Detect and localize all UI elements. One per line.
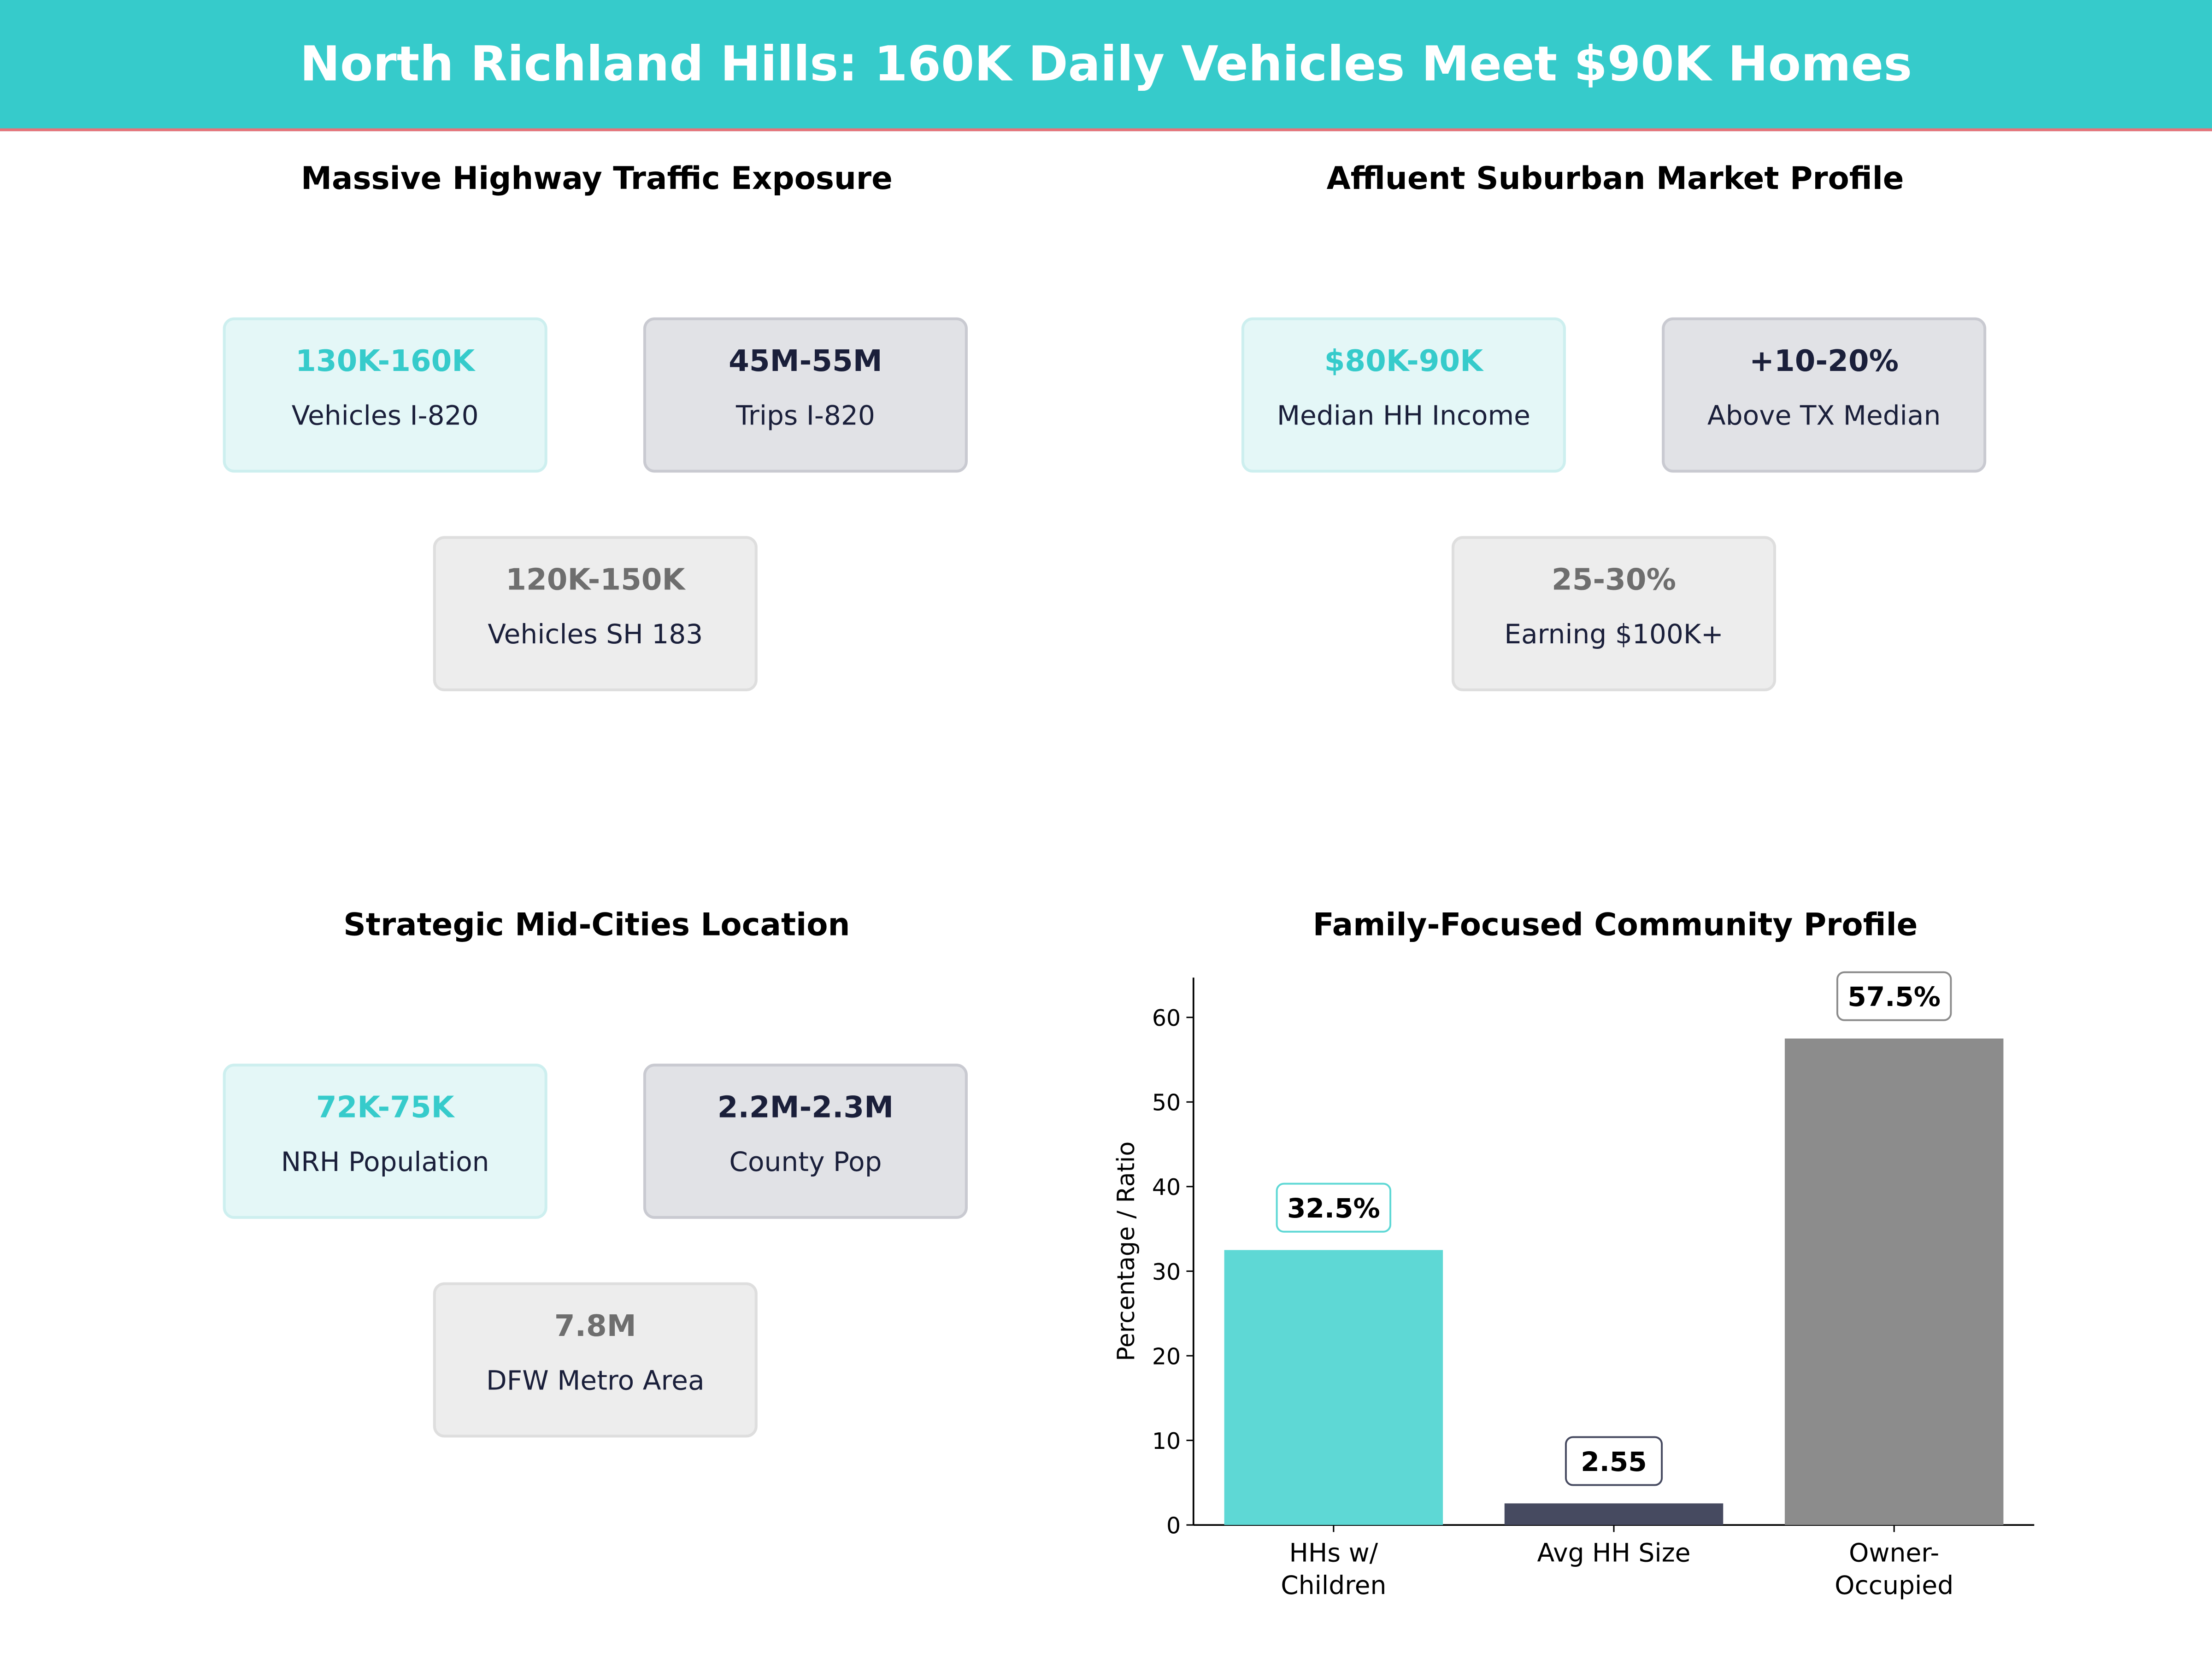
data-label: 2.55 bbox=[1581, 1446, 1647, 1477]
x-tick-label: Avg HH Size bbox=[1537, 1538, 1691, 1568]
metric-card: $80K-90K Median HH Income bbox=[1241, 317, 1566, 473]
metric-card: 45M-55M Trips I-820 bbox=[643, 317, 968, 473]
metric-label: DFW Metro Area bbox=[486, 1365, 705, 1397]
y-tick-label: 20 bbox=[1152, 1343, 1181, 1370]
metric-value: 45M-55M bbox=[729, 344, 882, 378]
panel-title-traffic: Massive Highway Traffic Exposure bbox=[300, 162, 893, 198]
metric-card: 120K-150K Vehicles SH 183 bbox=[433, 536, 758, 691]
metric-card: 25-30% Earning $100K+ bbox=[1451, 536, 1777, 691]
y-axis-label: Percentage / Ratio bbox=[1112, 1141, 1140, 1361]
metric-card: 2.2M-2.3M County Pop bbox=[643, 1064, 968, 1219]
x-tick-label: Owner- bbox=[1849, 1538, 1939, 1568]
metric-card: 72K-75K NRH Population bbox=[223, 1064, 547, 1219]
data-label-box bbox=[1565, 1436, 1663, 1486]
data-label-box bbox=[1836, 971, 1952, 1021]
metric-label: Above TX Median bbox=[1707, 400, 1941, 432]
metric-label: Median HH Income bbox=[1277, 400, 1530, 432]
x-tick-label: Occupied bbox=[1835, 1571, 1953, 1600]
y-tick-label: 50 bbox=[1152, 1090, 1181, 1116]
metric-value: $80K-90K bbox=[1324, 344, 1483, 378]
data-label: 57.5% bbox=[1847, 981, 1941, 1012]
data-label: 32.5% bbox=[1287, 1193, 1380, 1224]
page-title: North Richland Hills: 160K Daily Vehicle… bbox=[300, 36, 1912, 93]
metric-label: Earning $100K+ bbox=[1504, 619, 1724, 651]
metric-card: +10-20% Above TX Median bbox=[1662, 317, 1987, 473]
metric-value: 7.8M bbox=[554, 1309, 636, 1343]
metric-label: Vehicles SH 183 bbox=[488, 619, 703, 651]
metric-value: 72K-75K bbox=[316, 1090, 454, 1124]
bar bbox=[1504, 1503, 1724, 1525]
metric-value: 130K-160K bbox=[295, 344, 475, 378]
chart-title: Family-Focused Community Profile bbox=[1312, 908, 1918, 944]
bar bbox=[1224, 1250, 1443, 1525]
x-tick-label: HHs w/ bbox=[1289, 1538, 1378, 1568]
y-tick-label: 40 bbox=[1152, 1174, 1181, 1200]
metric-card: 7.8M DFW Metro Area bbox=[433, 1282, 758, 1438]
panel-title-location: Strategic Mid-Cities Location bbox=[343, 908, 850, 944]
metric-value: 2.2M-2.3M bbox=[717, 1090, 894, 1124]
header-banner: North Richland Hills: 160K Daily Vehicle… bbox=[0, 0, 2212, 131]
y-tick-label: 60 bbox=[1152, 1005, 1181, 1031]
metric-value: +10-20% bbox=[1749, 344, 1899, 378]
metric-label: NRH Population bbox=[281, 1147, 489, 1178]
y-tick-label: 10 bbox=[1152, 1428, 1181, 1454]
metric-value: 25-30% bbox=[1551, 563, 1677, 597]
y-tick-label: 30 bbox=[1152, 1259, 1181, 1285]
bar bbox=[1784, 1038, 2004, 1525]
panel-title-market: Affluent Suburban Market Profile bbox=[1326, 162, 1904, 198]
y-tick-label: 0 bbox=[1166, 1513, 1181, 1539]
x-tick-label: Children bbox=[1281, 1571, 1386, 1600]
metric-label: Vehicles I-820 bbox=[291, 400, 479, 432]
metric-value: 120K-150K bbox=[506, 563, 685, 597]
data-label-box bbox=[1276, 1182, 1392, 1233]
metric-label: County Pop bbox=[729, 1147, 882, 1178]
metric-label: Trips I-820 bbox=[735, 400, 875, 432]
metric-card: 130K-160K Vehicles I-820 bbox=[223, 317, 547, 473]
